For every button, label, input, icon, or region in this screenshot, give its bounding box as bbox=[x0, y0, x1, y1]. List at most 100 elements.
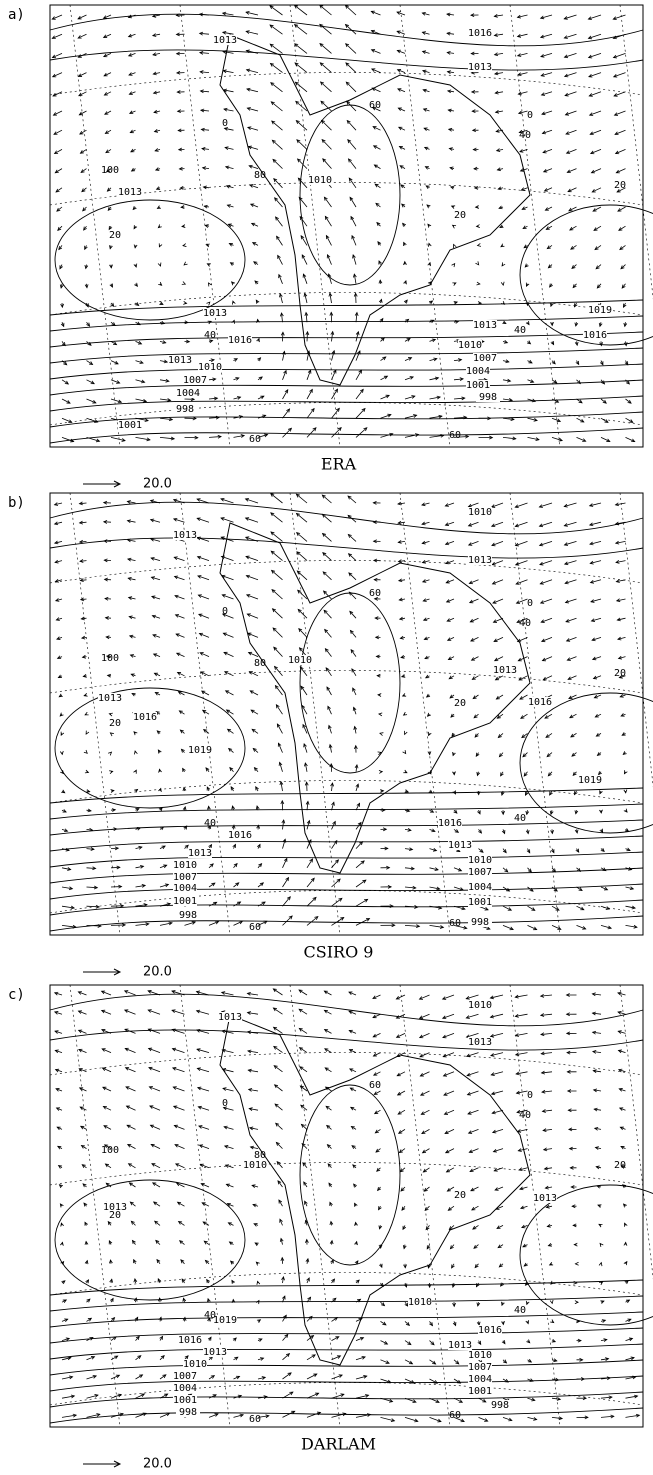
wind-arrow bbox=[356, 861, 364, 868]
wind-arrow bbox=[295, 5, 307, 15]
grid-label: 40 bbox=[204, 330, 216, 341]
wind-arrow bbox=[322, 120, 332, 130]
wind-arrow bbox=[320, 63, 331, 73]
wind-arrowhead bbox=[183, 244, 186, 247]
contour-label: 1013 bbox=[188, 848, 212, 859]
contour-label: 1010 bbox=[173, 860, 197, 871]
contour-label: 1007 bbox=[468, 867, 492, 878]
wind-arrowhead bbox=[600, 790, 603, 793]
wind-arrow bbox=[295, 63, 307, 73]
wind-arrow bbox=[271, 83, 283, 92]
grid-label: 20 bbox=[454, 698, 466, 709]
wind-arrow bbox=[349, 178, 356, 188]
wind-arrow bbox=[349, 554, 356, 561]
wind-arrow bbox=[272, 590, 282, 599]
isobar bbox=[50, 502, 643, 534]
parallel bbox=[50, 891, 643, 914]
grid-label: 0 bbox=[527, 598, 533, 609]
grid-label: 100 bbox=[101, 653, 119, 664]
wind-arrowhead bbox=[403, 693, 406, 696]
wind-arrowhead bbox=[379, 713, 382, 716]
contour-label: 1016 bbox=[133, 712, 157, 723]
wind-arrow bbox=[307, 897, 316, 906]
contour-label: 1019 bbox=[213, 1315, 237, 1326]
wind-arrowhead bbox=[452, 264, 455, 267]
wind-arrow bbox=[323, 553, 332, 561]
contour-label: 1004 bbox=[173, 883, 197, 894]
wind-arrow bbox=[323, 572, 331, 580]
contour-label: 1001 bbox=[173, 1395, 197, 1406]
wind-arrowhead bbox=[109, 713, 112, 716]
wind-arrow bbox=[323, 533, 332, 541]
contour-label: 1013 bbox=[468, 555, 492, 566]
grid-label: 80 bbox=[254, 170, 266, 181]
grid-label: 0 bbox=[527, 110, 533, 121]
grid-label: 40 bbox=[514, 325, 526, 336]
isobar bbox=[50, 916, 643, 931]
wind-arrowhead bbox=[158, 224, 161, 227]
isobar bbox=[520, 205, 653, 345]
wind-arrowhead bbox=[600, 1243, 603, 1246]
wind-arrow bbox=[325, 629, 332, 637]
reference-label: 20.0 bbox=[143, 965, 172, 980]
wind-arrowhead bbox=[209, 283, 212, 286]
contour-label: 1001 bbox=[468, 897, 492, 908]
grid-label: 40 bbox=[204, 1310, 216, 1321]
wind-arrowhead bbox=[134, 751, 137, 754]
wind-arrowhead bbox=[403, 770, 406, 773]
wind-arrow bbox=[346, 63, 356, 73]
wind-arrow bbox=[356, 428, 367, 438]
parallel bbox=[50, 1163, 643, 1186]
wind-arrow bbox=[347, 101, 356, 111]
wind-arrow bbox=[348, 496, 356, 503]
contour-label: 1004 bbox=[466, 366, 490, 377]
isobar bbox=[55, 200, 245, 320]
meridian bbox=[510, 5, 560, 447]
contour-label: 1013 bbox=[218, 1012, 242, 1023]
contour-label: 1010 bbox=[408, 1297, 432, 1308]
wind-arrowhead bbox=[110, 733, 113, 736]
wind-arrow bbox=[283, 897, 291, 906]
isobar bbox=[300, 1085, 400, 1265]
wind-arrowhead bbox=[526, 283, 529, 286]
isobar bbox=[50, 836, 643, 851]
wind-arrowhead bbox=[403, 750, 406, 753]
wind-arrowhead bbox=[404, 731, 407, 734]
grid-label: 100 bbox=[101, 165, 119, 176]
contour-label: 1013 bbox=[173, 530, 197, 541]
wind-arrowhead bbox=[452, 206, 455, 209]
isobar bbox=[50, 994, 643, 1026]
wind-arrowhead bbox=[157, 206, 160, 209]
wind-arrowhead bbox=[108, 752, 111, 755]
contour-label: 1004 bbox=[468, 882, 492, 893]
parallel bbox=[50, 1273, 643, 1296]
wind-arrowhead bbox=[600, 1301, 603, 1304]
wind-arrow bbox=[348, 535, 356, 542]
contour-label: 1019 bbox=[578, 775, 602, 786]
wind-arrow bbox=[356, 389, 363, 399]
contour-label: 1013 bbox=[98, 693, 122, 704]
contour-label: 1016 bbox=[438, 818, 462, 829]
meridian bbox=[290, 985, 340, 1427]
wind-arrow bbox=[321, 82, 332, 92]
wind-arrow bbox=[322, 495, 331, 503]
wind-arrow bbox=[323, 159, 332, 169]
wind-arrow bbox=[296, 121, 307, 131]
contour-label: 1013 bbox=[118, 187, 142, 198]
panel-label: b) bbox=[8, 495, 25, 511]
wind-arrowhead bbox=[624, 770, 627, 773]
wind-arrow bbox=[346, 44, 356, 54]
contour-label: 1001 bbox=[173, 896, 197, 907]
wind-arrow bbox=[295, 44, 307, 54]
contour-label: 1013 bbox=[213, 35, 237, 46]
parallel bbox=[50, 293, 643, 316]
grid-label: 60 bbox=[369, 1080, 381, 1091]
isobar bbox=[50, 50, 643, 70]
panel-title: ERA bbox=[321, 455, 357, 474]
contour-label: 1001 bbox=[466, 380, 490, 391]
contour-label: 998 bbox=[176, 404, 194, 415]
wind-arrowhead bbox=[85, 712, 88, 715]
grid-label: 40 bbox=[514, 1305, 526, 1316]
contour-label: 1016 bbox=[478, 1325, 502, 1336]
wind-arrow bbox=[275, 686, 282, 695]
